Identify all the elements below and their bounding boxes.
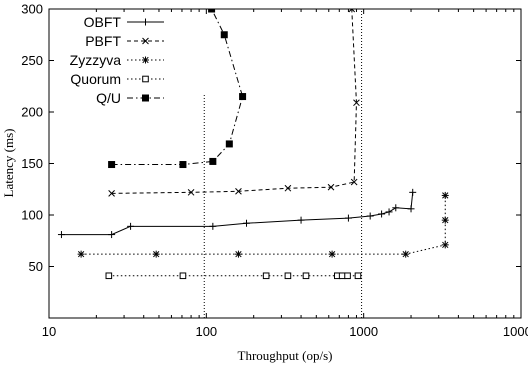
data-point-obft — [378, 210, 386, 218]
data-point-zyzzyva — [441, 191, 449, 199]
data-point-zyzzyva — [152, 250, 160, 258]
data-point-quorum — [338, 272, 346, 280]
legend-marker — [142, 75, 149, 83]
legend-item-obft: OBFT — [84, 14, 164, 30]
data-point-zyzzyva — [402, 250, 410, 258]
y-axis-title: Latency (ms) — [1, 129, 16, 198]
series-q-u — [108, 9, 247, 169]
data-point-obft — [344, 214, 352, 222]
data-point-quorum — [302, 272, 310, 280]
series-zyzzyva — [77, 191, 449, 258]
data-point-obft — [366, 212, 374, 220]
legend-item-pbft: PBFT — [85, 33, 164, 49]
data-point-q-u — [225, 140, 233, 148]
x-axis-title: Throughput (op/s) — [238, 348, 333, 363]
y-tick-label: 150 — [21, 156, 43, 171]
data-point-zyzzyva — [441, 241, 449, 249]
legend-label: Zyzzyva — [70, 52, 122, 68]
legend-label: OBFT — [84, 14, 122, 30]
data-point-obft — [407, 205, 415, 213]
data-point-obft — [108, 231, 116, 239]
data-point-q-u — [239, 93, 247, 101]
data-point-zyzzyva — [328, 250, 336, 258]
x-tick-label: 1000 — [349, 324, 378, 339]
data-point-obft — [209, 222, 217, 230]
data-point-quorum — [105, 272, 113, 280]
data-point-obft — [57, 231, 65, 239]
series-pbft — [108, 9, 360, 197]
legend-marker — [142, 18, 149, 26]
legend-marker — [142, 37, 149, 45]
legend: OBFT PBFT Zyzzyva Quorum Q/U — [70, 14, 164, 106]
x-tick-label: 10000 — [503, 324, 528, 339]
data-point-pbft — [353, 99, 360, 107]
legend-item-quorum: Quorum — [70, 71, 164, 87]
data-point-q-u — [220, 31, 228, 39]
data-point-q-u — [179, 161, 187, 169]
y-tick-label: 100 — [21, 208, 43, 223]
data-point-pbft — [187, 189, 195, 196]
legend-marker — [142, 56, 149, 64]
series-obft — [57, 188, 417, 239]
data-point-quorum — [354, 272, 362, 280]
data-point-obft — [385, 208, 393, 216]
y-tick-label: 250 — [21, 53, 43, 68]
legend-item-zyzzyva: Zyzzyva — [70, 52, 164, 68]
y-tick-label: 50 — [29, 259, 43, 274]
data-point-quorum — [344, 272, 351, 280]
series-line-pbft — [111, 9, 357, 194]
y-tick-label: 200 — [21, 105, 43, 120]
y-tick-label: 300 — [21, 2, 43, 17]
data-point-zyzzyva — [234, 250, 242, 258]
legend-label: PBFT — [85, 33, 121, 49]
data-point-pbft — [108, 190, 115, 197]
data-point-pbft — [350, 178, 358, 186]
series-line-zyzzyva — [81, 195, 446, 255]
data-point-obft — [409, 188, 417, 196]
x-tick-label: 10 — [42, 324, 56, 339]
legend-label: Q/U — [96, 90, 121, 106]
data-point-obft — [127, 222, 135, 230]
reference-lines — [203, 9, 363, 318]
data-point-quorum — [284, 272, 292, 280]
legend-item-q-u: Q/U — [96, 90, 164, 106]
series-line-obft — [61, 192, 414, 236]
data-point-q-u — [108, 161, 116, 169]
data-point-pbft — [327, 183, 335, 191]
data-point-obft — [297, 216, 305, 224]
data-point-obft — [392, 204, 400, 212]
series-layer — [57, 9, 449, 280]
data-point-pbft — [235, 187, 242, 195]
legend-label: Quorum — [70, 71, 121, 87]
series-quorum — [105, 272, 362, 280]
data-point-q-u — [208, 9, 216, 13]
axes: 10 100 1000 10000 50 100 150 200 250 300 — [21, 2, 528, 340]
data-point-q-u — [209, 157, 217, 165]
legend-marker — [142, 94, 149, 102]
data-point-zyzzyva — [441, 216, 449, 224]
data-point-quorum — [179, 272, 187, 280]
data-point-zyzzyva — [77, 250, 85, 258]
x-tick-label: 100 — [195, 324, 217, 339]
data-point-quorum — [262, 272, 270, 280]
data-point-obft — [242, 219, 250, 227]
data-point-pbft — [284, 184, 292, 192]
